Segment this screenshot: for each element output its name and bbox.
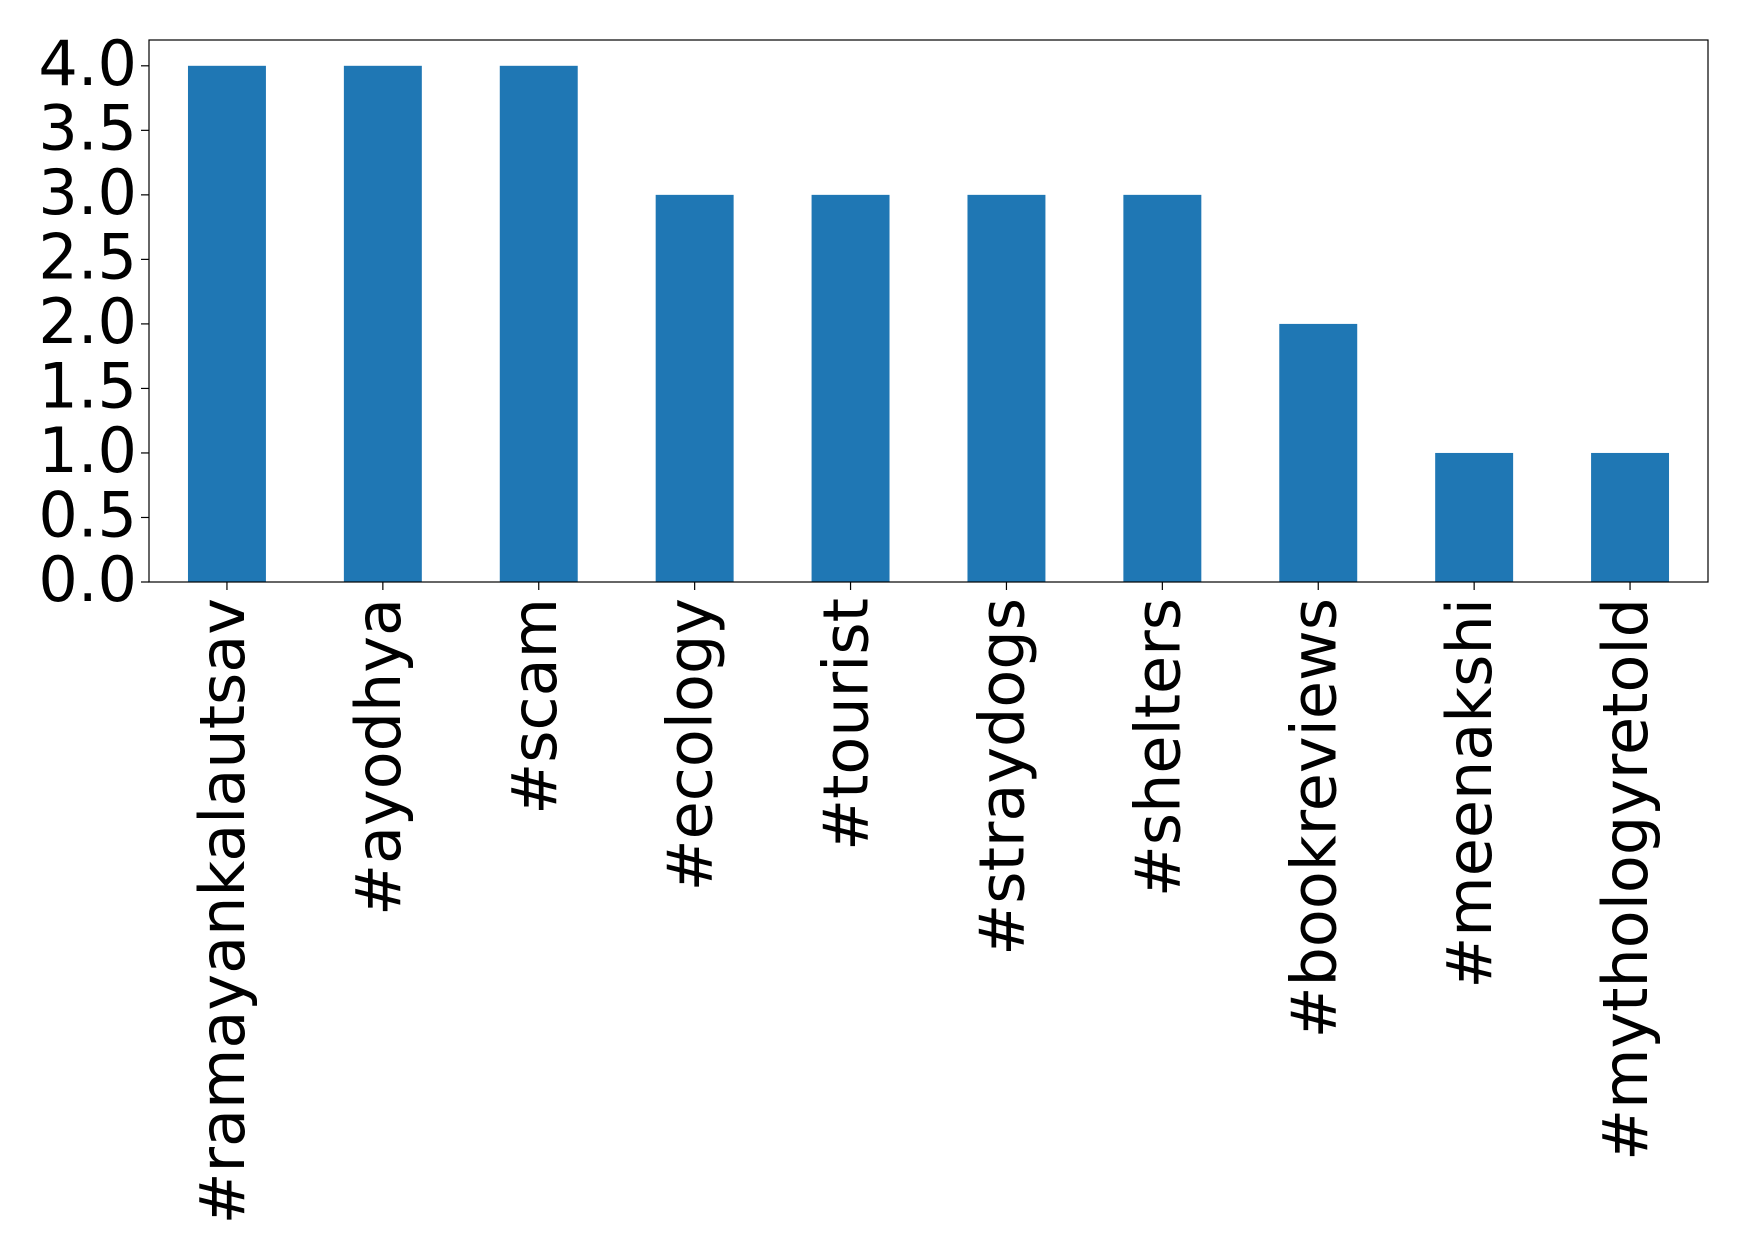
x-tick-label: #tourist	[810, 598, 883, 851]
x-tick-label: #ayodhya	[342, 598, 415, 916]
x-tick-label: #bookreviews	[1277, 598, 1350, 1038]
x-tick-label: #ecology	[654, 598, 727, 891]
bar	[343, 65, 422, 583]
bar	[655, 194, 734, 582]
bar	[1123, 194, 1202, 582]
x-tick-label: #straydogs	[966, 598, 1039, 956]
bar	[1279, 323, 1358, 582]
x-tick-label: #scam	[498, 598, 571, 815]
bar	[1435, 452, 1514, 582]
bar	[187, 65, 266, 583]
x-tick-label: #ramayankalautsav	[186, 598, 259, 1224]
y-tick-label: 1.0	[38, 414, 137, 487]
x-tick-label: #mythologyretold	[1589, 598, 1662, 1161]
y-tick-label: 3.0	[38, 156, 137, 229]
bar	[1591, 452, 1670, 582]
y-tick-label: 4.0	[38, 27, 137, 100]
y-tick-label: 2.5	[38, 220, 137, 293]
bar	[811, 194, 890, 582]
bar	[499, 65, 578, 583]
y-tick-label: 1.5	[38, 350, 137, 423]
y-tick-label: 3.5	[38, 91, 137, 164]
y-tick-label: 2.0	[38, 285, 137, 358]
y-tick-label: 0.0	[38, 543, 137, 616]
x-tick-label: #meenakshi	[1433, 598, 1506, 989]
y-tick-label: 0.5	[38, 479, 137, 552]
plot-frame	[148, 39, 1709, 583]
x-tick-label: #shelters	[1121, 598, 1194, 897]
bar	[967, 194, 1046, 582]
